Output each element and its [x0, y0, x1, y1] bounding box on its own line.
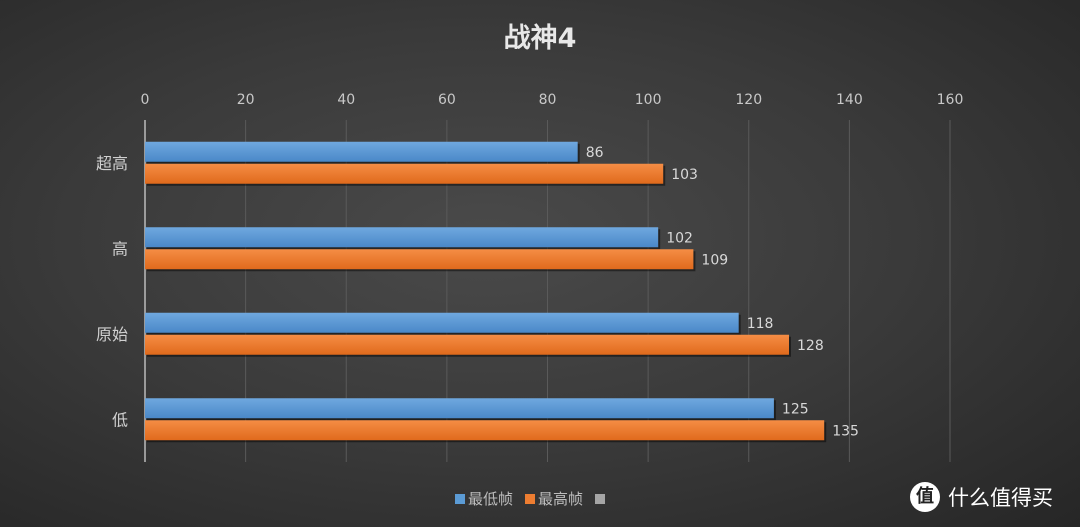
data-label: 118	[747, 316, 774, 332]
category-label: 超高	[96, 154, 128, 173]
bar-max	[145, 420, 825, 441]
data-label: 125	[782, 401, 809, 417]
category-label: 原始	[96, 325, 128, 344]
x-tick-label: 120	[735, 92, 762, 108]
bar-max	[145, 163, 664, 184]
legend-item: 最低帧	[455, 488, 513, 509]
data-label: 103	[671, 167, 698, 183]
x-tick-label: 140	[836, 92, 863, 108]
bar-min	[145, 141, 578, 162]
watermark-text: 什么值得买	[948, 486, 1053, 510]
chart-title: 战神4	[503, 23, 577, 54]
data-label: 86	[586, 145, 604, 161]
category-label: 高	[112, 239, 128, 258]
x-tick-label: 40	[337, 92, 355, 108]
watermark-logo-icon: 值	[910, 482, 940, 512]
legend: 最低帧 最高帧	[455, 488, 608, 509]
x-tick-label: 60	[438, 92, 456, 108]
data-label: 128	[797, 338, 824, 354]
x-tick-label: 0	[141, 92, 150, 108]
bar-min	[145, 312, 739, 333]
legend-item: 最高帧	[525, 488, 583, 509]
bar-min	[145, 227, 659, 248]
data-label: 135	[832, 423, 859, 439]
data-label: 109	[701, 252, 728, 268]
data-label: 102	[666, 230, 693, 246]
legend-swatch	[595, 493, 606, 504]
bar-max	[145, 249, 694, 270]
category-label: 低	[112, 410, 128, 429]
legend-item	[595, 490, 608, 508]
bar-max	[145, 334, 789, 355]
legend-swatch	[525, 494, 536, 504]
legend-swatch	[455, 494, 465, 504]
x-tick-label: 80	[539, 92, 557, 108]
legend-label: 最低帧	[468, 490, 514, 508]
x-tick-label: 100	[635, 92, 662, 108]
legend-label: 最高帧	[538, 490, 584, 508]
watermark: 值 什么值得买	[910, 482, 1053, 512]
x-tick-label: 20	[237, 92, 255, 108]
x-tick-label: 160	[937, 92, 964, 108]
bar-min	[145, 398, 774, 419]
